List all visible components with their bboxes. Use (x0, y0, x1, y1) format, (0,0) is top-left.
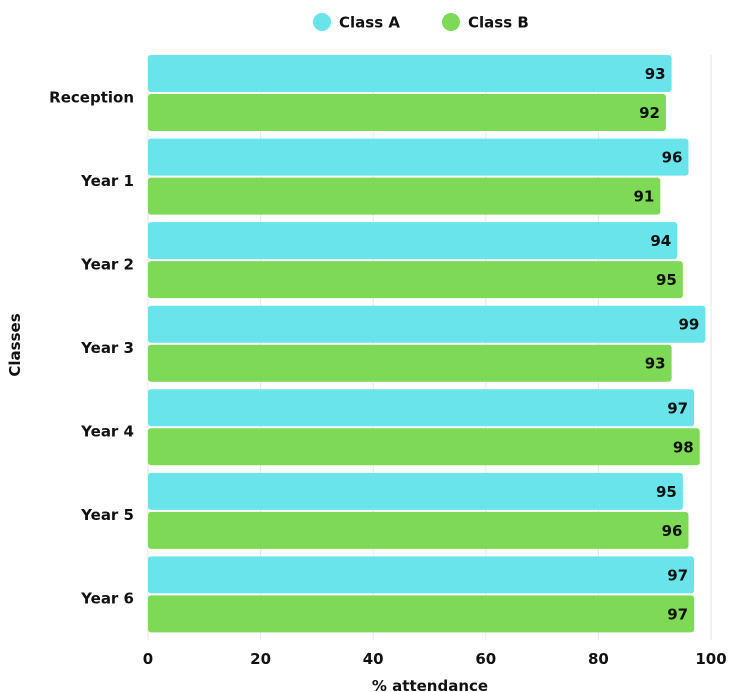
data-label-year-4-class-b: 98 (673, 438, 694, 456)
data-label-reception-class-b: 92 (639, 104, 660, 122)
bar-reception-class-a (148, 55, 672, 92)
category-label-year-3: Year 3 (80, 339, 134, 357)
legend: Class A Class B (313, 13, 529, 32)
data-label-year-6-class-a: 97 (667, 566, 688, 584)
legend-swatch-class-a (313, 13, 331, 31)
category-label-year-1: Year 1 (80, 172, 134, 190)
category-label-year-6: Year 6 (80, 590, 134, 608)
legend-label-class-a: Class A (339, 14, 400, 32)
data-label-year-5-class-a: 95 (656, 483, 677, 501)
bar-year-1-class-b (148, 178, 660, 215)
bar-year-3-class-b (148, 345, 672, 382)
bar-year-6-class-b (148, 595, 694, 632)
category-label-year-2: Year 2 (80, 255, 134, 273)
category-label-year-4: Year 4 (80, 423, 134, 441)
bar-year-2-class-b (148, 261, 683, 298)
y-axis-label: Classes (6, 313, 24, 376)
data-label-year-1-class-a: 96 (662, 149, 683, 167)
category-label-reception: Reception (49, 88, 134, 106)
x-tick-label-0: 0 (143, 650, 153, 668)
data-label-year-6-class-b: 97 (667, 605, 688, 623)
bar-year-5-class-a (148, 473, 683, 510)
bar-reception-class-b (148, 94, 666, 131)
x-tick-label-100: 100 (695, 650, 726, 668)
legend-label-class-b: Class B (468, 14, 529, 32)
bars (148, 55, 705, 632)
x-tick-label-20: 20 (250, 650, 271, 668)
bar-year-5-class-b (148, 512, 688, 549)
x-axis-label: % attendance (372, 677, 488, 692)
data-label-year-4-class-a: 97 (667, 399, 688, 417)
data-label-reception-class-a: 93 (645, 65, 666, 83)
data-label-year-1-class-b: 91 (633, 188, 654, 206)
bar-year-6-class-a (148, 556, 694, 593)
category-labels: Reception Year 1 Year 2 Year 3 Year 4 Year 5 Y… (49, 88, 134, 607)
data-label-year-3-class-a: 99 (678, 316, 699, 334)
bar-year-4-class-b (148, 428, 700, 465)
data-label-year-5-class-b: 96 (662, 522, 683, 540)
data-label-year-2-class-b: 95 (656, 271, 677, 289)
x-tick-labels: 0 20 40 60 80 100 (143, 650, 727, 668)
bar-year-2-class-a (148, 222, 677, 259)
x-tick-label-60: 60 (475, 650, 496, 668)
bar-year-4-class-a (148, 389, 694, 426)
legend-swatch-class-b (442, 13, 460, 31)
x-tick-label-40: 40 (363, 650, 384, 668)
data-label-year-3-class-b: 93 (645, 355, 666, 373)
data-label-year-2-class-a: 94 (650, 232, 671, 250)
bar-year-1-class-a (148, 139, 688, 176)
category-label-year-5: Year 5 (80, 506, 134, 524)
bar-year-3-class-a (148, 306, 705, 343)
x-tick-label-80: 80 (588, 650, 609, 668)
